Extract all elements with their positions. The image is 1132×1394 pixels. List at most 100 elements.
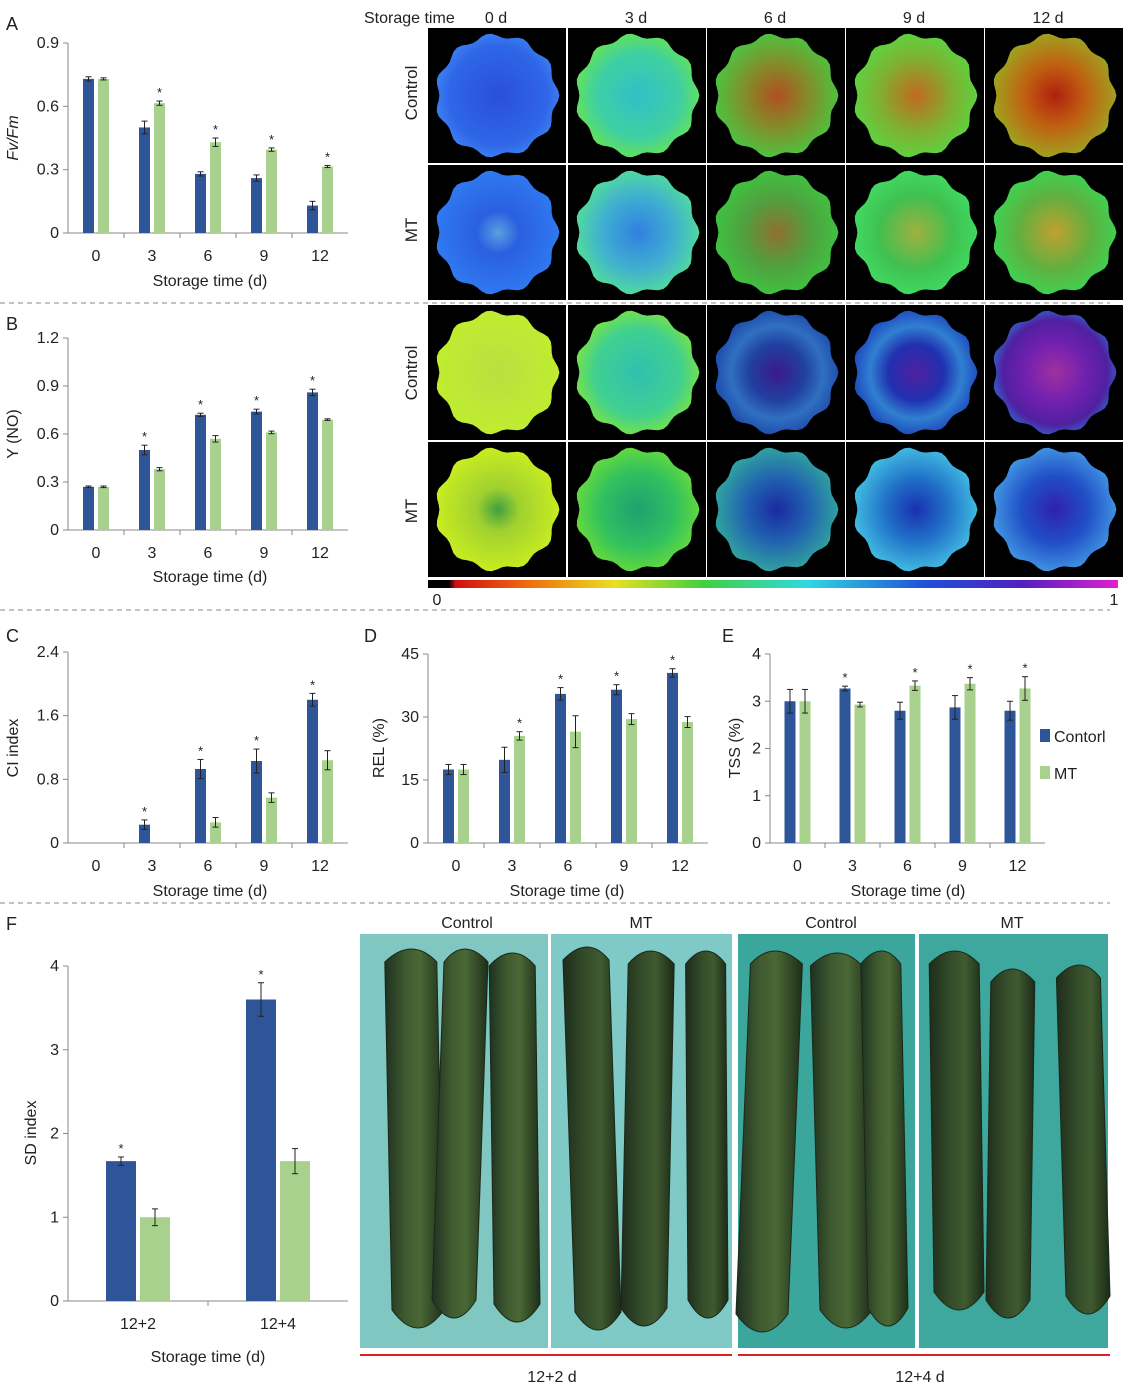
y-tick-label-a: 0.3 — [37, 162, 59, 179]
bar-mt-d — [570, 731, 581, 843]
bar-control-b — [251, 411, 262, 530]
cucumber-slice-image — [715, 310, 839, 435]
bar-mt-d — [682, 722, 693, 843]
y-tick-label-f: 2 — [50, 1126, 59, 1143]
bar-mt-d — [514, 735, 525, 843]
significance-star-e: * — [842, 670, 847, 685]
bar-mt-d — [458, 769, 469, 843]
x-tick-label-a: 3 — [148, 248, 157, 265]
grid-row-mt-1: MT — [402, 218, 421, 243]
x-tick-label-c: 9 — [260, 858, 269, 875]
bar-control-a — [83, 78, 94, 233]
x-tick-label-b: 3 — [148, 545, 157, 562]
y-tick-label-b: 0.9 — [37, 378, 59, 395]
panel-label-b: B — [6, 314, 18, 334]
significance-star-e: * — [1022, 661, 1027, 676]
colorbar-min: 0 — [433, 592, 442, 609]
y-tick-label-e: 2 — [752, 741, 761, 758]
x-tick-label-d: 9 — [620, 858, 629, 875]
bar-mt-b — [210, 438, 221, 530]
significance-star-b: * — [254, 393, 259, 408]
chart-a: 0 0.3 0.6 0.9 0 3 * 6 * 9 * 12 * — [37, 35, 348, 265]
cucumber-slice-image — [993, 170, 1117, 295]
cucumber-slice-image — [436, 170, 560, 295]
xlabel-b: Storage time (d) — [153, 569, 268, 586]
significance-star-c: * — [254, 733, 259, 748]
x-tick-label-d: 12 — [671, 858, 689, 875]
cucumber-slice-image — [854, 310, 978, 435]
x-tick-label-a: 6 — [204, 248, 213, 265]
bar-mt-e — [854, 704, 866, 843]
xlabel-f: Storage time (d) — [151, 1349, 266, 1366]
y-tick-label-a: 0.6 — [37, 98, 59, 115]
bar-mt-c — [210, 822, 221, 843]
ylabel-e: TSS (%) — [727, 718, 744, 778]
xlabel-c: Storage time (d) — [153, 883, 268, 900]
bar-control-d — [555, 693, 566, 843]
bar-control-e — [1004, 710, 1016, 843]
bar-control-a — [307, 205, 318, 233]
ylabel-b: Y (NO) — [5, 409, 22, 458]
bar-control-f — [246, 999, 276, 1301]
cucumber-slice-image — [436, 447, 560, 572]
chart-b: 0 0.3 0.6 0.9 1.2 0 3 * 6 * 9 * 12 * — [37, 330, 348, 562]
bar-mt-e — [799, 701, 811, 843]
cucumber — [488, 952, 541, 1323]
bar-control-a — [251, 178, 262, 233]
legend-label-control: Contorl — [1054, 729, 1106, 746]
cucumber — [620, 950, 675, 1327]
panel-label-d: D — [364, 626, 377, 646]
significance-star-a: * — [157, 85, 162, 100]
bar-mt-b — [266, 432, 277, 530]
bar-control-e — [839, 688, 851, 843]
photo-caption-12-2: 12+2 d — [527, 1369, 576, 1386]
bar-control-e — [894, 710, 906, 843]
y-tick-label-a: 0.9 — [37, 35, 59, 52]
panel-label-c: C — [6, 626, 19, 646]
x-tick-label-f: 12+2 — [120, 1316, 156, 1333]
bar-control-f — [106, 1161, 136, 1301]
bar-mt-e — [909, 685, 921, 843]
grid-col-9d: 9 d — [903, 10, 925, 27]
cucumber-slice-image — [993, 310, 1117, 435]
cucumber — [431, 948, 489, 1319]
y-tick-label-f: 3 — [50, 1042, 59, 1059]
y-tick-label-c: 0.8 — [37, 771, 59, 788]
x-tick-label-e: 12 — [1009, 858, 1027, 875]
bar-mt-b — [322, 419, 333, 530]
x-tick-label-b: 12 — [311, 545, 329, 562]
bar-mt-a — [154, 103, 165, 234]
ylabel-f: SD index — [23, 1101, 40, 1166]
bar-mt-d — [626, 719, 637, 843]
cucumber-slice-image — [576, 447, 700, 572]
photo-label-mt-1: MT — [629, 915, 652, 932]
significance-star-d: * — [670, 653, 675, 668]
y-tick-label-f: 0 — [50, 1293, 59, 1310]
cucumber-slice-image — [854, 170, 978, 295]
bar-mt-c — [266, 797, 277, 843]
bar-control-c — [307, 699, 318, 843]
significance-star-f: * — [258, 967, 263, 982]
cucumber-slice-image — [436, 310, 560, 435]
photo-caption-12-4: 12+4 d — [895, 1369, 944, 1386]
y-tick-label-e: 4 — [752, 646, 761, 663]
bar-mt-a — [322, 166, 333, 233]
x-tick-label-b: 0 — [92, 545, 101, 562]
chart-f: 0 1 2 3 4 12+2 * 12+4 * — [50, 958, 348, 1333]
x-tick-label-d: 6 — [564, 858, 573, 875]
xlabel-a: Storage time (d) — [153, 273, 268, 290]
bar-control-a — [195, 173, 206, 233]
x-tick-label-d: 3 — [508, 858, 517, 875]
significance-star-d: * — [614, 669, 619, 684]
y-tick-label-b: 0 — [50, 522, 59, 539]
grid-col-12d: 12 d — [1032, 10, 1063, 27]
y-tick-label-c: 1.6 — [37, 708, 59, 725]
y-tick-label-e: 3 — [752, 693, 761, 710]
panel-label-f: F — [6, 914, 17, 934]
x-tick-label-e: 9 — [958, 858, 967, 875]
photo-label-mt-2: MT — [1000, 915, 1023, 932]
bar-control-e — [949, 707, 961, 843]
cucumber-slice-image — [436, 33, 560, 158]
significance-star-b: * — [142, 429, 147, 444]
y-tick-label-e: 1 — [752, 788, 761, 805]
